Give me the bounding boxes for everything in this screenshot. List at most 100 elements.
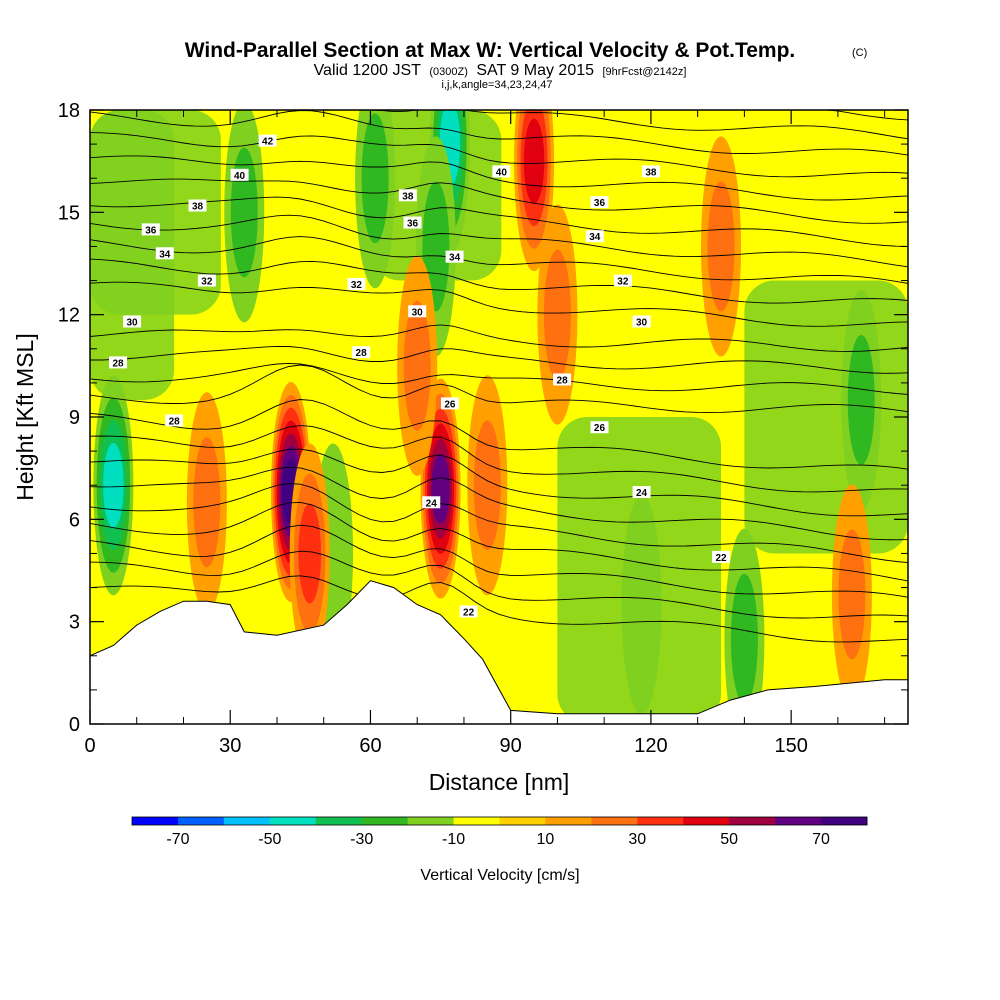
y-tick-label-2: 6 [69, 509, 80, 531]
isentrope-label-14: 32 [617, 277, 629, 288]
isentrope-line-18 [90, 178, 908, 224]
isentrope-label-20: 28 [557, 375, 569, 386]
isentrope-label-bg-27 [712, 550, 731, 563]
x-tick-label-2: 60 [359, 735, 381, 757]
terrain-mask [90, 580, 908, 724]
x-tick-label-5: 150 [774, 735, 807, 757]
colorbar-swatch-9 [545, 817, 592, 825]
y-tick-label-5: 15 [58, 202, 80, 224]
isentrope-label-bg-5 [641, 165, 660, 178]
colorbar-tick-label-6: 50 [720, 831, 738, 848]
downdraft-core-7-band-0 [621, 494, 662, 715]
y-tick-label-4: 12 [58, 305, 80, 327]
isentrope-line-0 [90, 575, 908, 643]
colorbar-tick-label-4: 10 [537, 831, 555, 848]
isentrope-label-1: 40 [234, 171, 246, 182]
colorbar-swatch-15 [821, 817, 868, 825]
updraft-core-5-band-1 [403, 300, 431, 431]
isentrope-label-19: 28 [356, 348, 368, 359]
isentrope-label-23: 26 [594, 423, 606, 434]
isentrope-line-14 [90, 258, 908, 304]
velocity-field [90, 110, 908, 724]
isentrope-line-17 [90, 196, 908, 247]
valid-line: Valid 1200 JST (0300Z) SAT 9 May 2015 [9… [314, 62, 687, 79]
isentrope-label-bg-6 [141, 223, 160, 236]
isentrope-label-5: 38 [645, 167, 657, 178]
updraft-core-8-band-1 [707, 181, 735, 312]
y-tick-label-6: 18 [58, 100, 80, 122]
background-region-4 [744, 280, 908, 554]
isentrope-label-27: 22 [715, 553, 727, 564]
background-region-1 [90, 110, 221, 315]
isentrope-label-bg-12 [197, 274, 216, 287]
isentrope-label-9: 34 [159, 249, 171, 260]
colorbar-swatch-12 [683, 817, 730, 825]
isentrope-label-bg-20 [553, 373, 572, 386]
isentrope-label-12: 32 [201, 277, 213, 288]
isentrope-label-bg-25 [422, 496, 441, 509]
colorbar-swatch-4 [315, 817, 363, 825]
x-tick-label-1: 30 [219, 735, 241, 757]
grid-indices: i,j,k,angle=34,23,24,47 [441, 79, 552, 91]
isentrope-label-3: 38 [192, 202, 204, 213]
isentrope-label-bg-11 [585, 230, 604, 243]
isentrope-label-bg-4 [398, 189, 417, 202]
isentrope-label-13: 32 [351, 280, 363, 291]
valid-date: SAT 9 May 2015 [476, 62, 594, 79]
downdraft-core-3-band-1 [361, 113, 389, 244]
isentrope-label-8: 36 [594, 198, 606, 209]
y-tick-label-0: 0 [69, 714, 80, 736]
isentrope-label-bg-22 [440, 397, 459, 410]
downdraft-core-5-band-1 [730, 573, 758, 704]
isentrope-line-5 [90, 466, 908, 541]
updraft-core-1-band-5 [431, 453, 450, 524]
x-tick-label-4: 120 [634, 735, 667, 757]
colorbar-swatch-11 [637, 817, 684, 825]
isentrope-line-2 [90, 524, 908, 598]
colorbar-swatch-8 [499, 817, 546, 825]
valid-prefix: Valid 1200 JST [314, 62, 422, 79]
colorbar-tick-label-7: 70 [812, 831, 830, 848]
updraft-core-9-band-1 [838, 529, 866, 660]
isentrope-line-12 [90, 324, 908, 352]
isentrope-labels: 42 40 40 38 38 38 36 36 36 34 34 34 32 32 32 30 30 30 28 28… [109, 134, 731, 618]
isentrope-label-18: 28 [112, 358, 124, 369]
isentrope-label-bg-13 [347, 277, 366, 290]
isentrope-label-bg-26 [459, 605, 478, 618]
plot-area: 42 40 40 38 38 38 36 36 36 34 34 34 32 32 32 30 30 30 28 28… [90, 110, 908, 724]
isentrope-line-20 [90, 132, 908, 178]
colorbar-frame [131, 816, 868, 826]
isentrope-lines [90, 110, 908, 643]
isentrope-line-6 [90, 448, 908, 517]
isentrope-line-16 [90, 214, 908, 268]
isentrope-line-13 [90, 281, 908, 327]
copyright-mark: (C) [852, 47, 867, 59]
isentrope-label-6: 36 [145, 225, 157, 236]
isentrope-label-bg-19 [352, 346, 371, 359]
colorbar-tick-label-2: -30 [350, 831, 373, 848]
isentrope-line-7 [90, 425, 908, 493]
colorbar-tick-label-1: -50 [258, 831, 281, 848]
isentrope-label-26: 22 [463, 607, 475, 618]
isentrope-line-11 [90, 345, 908, 374]
isentrope-line-15 [90, 236, 908, 284]
isentrope-label-bg-23 [590, 421, 609, 434]
x-tick-label-0: 0 [84, 735, 95, 757]
forecast-stamp: [9hrFcst@2142z] [602, 66, 686, 78]
chart-title: Wind-Parallel Section at Max W: Vertical… [185, 39, 796, 62]
isentrope-label-bg-2 [492, 165, 511, 178]
isentrope-label-21: 28 [169, 416, 181, 427]
isentrope-line-9 [90, 364, 908, 414]
isentrope-label-bg-18 [109, 356, 128, 369]
colorbar-swatch-10 [591, 817, 638, 825]
isentrope-label-bg-3 [188, 199, 207, 212]
isentrope-label-15: 30 [127, 317, 139, 328]
isentrope-label-bg-10 [445, 250, 464, 263]
colorbar-swatch-1 [177, 817, 225, 825]
isentrope-line-22 [90, 110, 908, 140]
downdraft-core-0-band-3 [103, 442, 124, 528]
isentrope-line-21 [90, 110, 908, 156]
isentrope-line-10 [90, 362, 908, 395]
isentrope-label-7: 36 [407, 219, 419, 230]
